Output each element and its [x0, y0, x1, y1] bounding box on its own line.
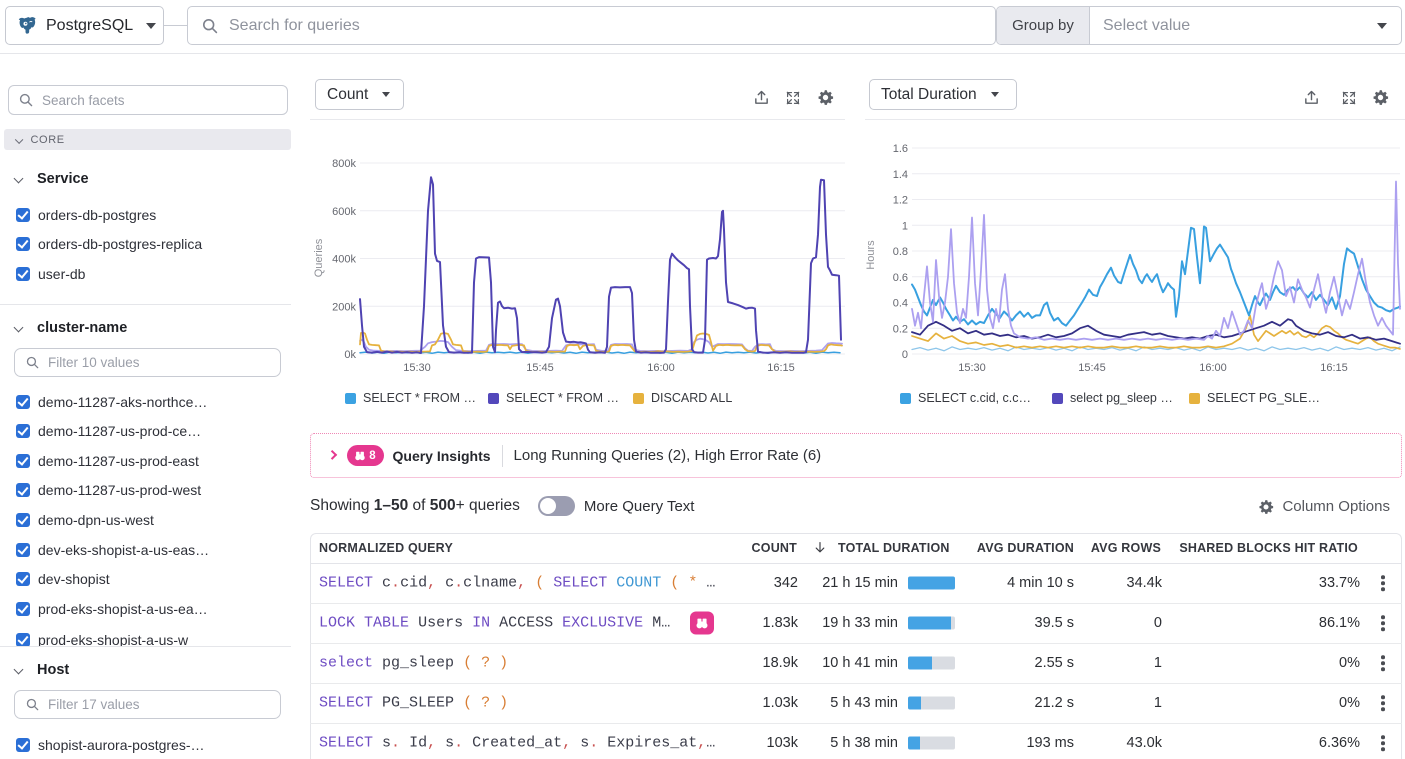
- svg-text:1.2: 1.2: [893, 195, 908, 207]
- svg-text:600k: 600k: [332, 206, 356, 218]
- svg-text:400k: 400k: [332, 254, 356, 266]
- svg-text:0k: 0k: [344, 349, 356, 361]
- svg-text:16:15: 16:15: [767, 362, 795, 374]
- svg-text:16:15: 16:15: [1320, 362, 1348, 374]
- svg-text:1: 1: [902, 220, 908, 232]
- svg-text:1.4: 1.4: [893, 169, 908, 181]
- svg-text:16:00: 16:00: [647, 362, 675, 374]
- svg-text:0.4: 0.4: [893, 298, 908, 310]
- svg-text:1.6: 1.6: [893, 143, 908, 155]
- svg-text:15:30: 15:30: [403, 362, 431, 374]
- svg-text:Hours: Hours: [865, 240, 877, 270]
- svg-text:0: 0: [902, 349, 908, 361]
- svg-text:0.8: 0.8: [893, 246, 908, 258]
- svg-text:200k: 200k: [332, 301, 356, 313]
- svg-text:0.2: 0.2: [893, 323, 908, 335]
- svg-text:800k: 800k: [332, 158, 356, 170]
- svg-text:16:00: 16:00: [1199, 362, 1227, 374]
- svg-text:15:45: 15:45: [526, 362, 554, 374]
- svg-text:0.6: 0.6: [893, 272, 908, 284]
- svg-text:15:45: 15:45: [1078, 362, 1106, 374]
- svg-text:15:30: 15:30: [958, 362, 986, 374]
- svg-text:Queries: Queries: [313, 238, 325, 277]
